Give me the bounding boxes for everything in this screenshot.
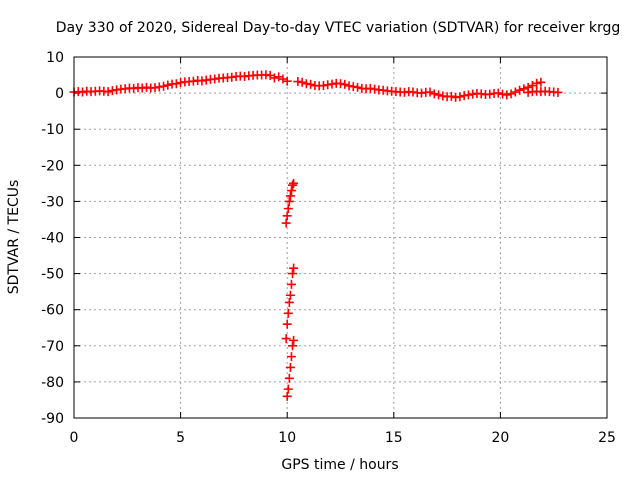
x-tick-label: 10: [278, 430, 296, 446]
grid-layer: [74, 57, 607, 418]
data-point: [281, 334, 291, 344]
data-point: [283, 384, 293, 394]
y-tick-label: -70: [41, 339, 64, 355]
y-tick-label: -40: [41, 231, 64, 247]
data-point: [353, 82, 363, 92]
y-tick-label: -10: [41, 122, 64, 138]
data-point: [171, 79, 181, 89]
data-point: [285, 290, 295, 300]
data-point: [282, 211, 292, 221]
x-tick-label: 15: [385, 430, 403, 446]
data-point: [284, 297, 294, 307]
y-tick-label: -50: [41, 267, 64, 283]
data-point: [506, 89, 516, 99]
data-point: [288, 180, 298, 190]
data-point: [163, 80, 173, 90]
data-point: [532, 78, 542, 88]
data-point: [425, 87, 435, 97]
data-point: [281, 218, 291, 228]
data-point: [282, 391, 292, 401]
data-point: [289, 263, 299, 273]
data-point: [103, 87, 113, 97]
data-point: [288, 341, 298, 351]
chart-title: Day 330 of 2020, Sidereal Day-to-day VTE…: [56, 20, 621, 36]
y-axis-label: SDTVAR / TECUs: [6, 180, 22, 295]
data-point: [286, 352, 296, 362]
data-point: [283, 308, 293, 318]
x-tick-label: 0: [70, 430, 79, 446]
data-point: [285, 191, 295, 201]
data-point: [284, 373, 294, 383]
data-point: [306, 79, 316, 89]
tick-layer: 0 5 10 15 20 25 10 0 -10 -20 -30 -40 -50 -60 -70 -80 -90: [41, 50, 616, 446]
data-point: [429, 89, 439, 99]
data-point: [285, 362, 295, 372]
data-point: [553, 87, 563, 97]
data-point: [283, 204, 293, 214]
y-tick-label: -90: [41, 411, 64, 427]
data-point: [340, 79, 350, 89]
y-tick-label: -80: [41, 375, 64, 391]
data-point: [297, 77, 307, 87]
data-point: [269, 73, 279, 83]
data-point: [502, 90, 512, 100]
data-point: [289, 178, 299, 188]
data-point: [289, 335, 299, 345]
y-tick-label: 10: [46, 50, 64, 66]
data-point: [282, 319, 292, 329]
y-tick-label: -20: [41, 158, 64, 174]
data-points: [69, 70, 563, 401]
y-tick-label: -30: [41, 194, 64, 210]
data-point: [536, 77, 546, 87]
y-tick-label: 0: [55, 86, 64, 102]
data-point: [282, 76, 292, 86]
data-point: [284, 196, 294, 206]
data-point: [288, 269, 298, 279]
y-tick-label: -60: [41, 303, 64, 319]
data-point: [286, 186, 296, 196]
data-point: [515, 85, 525, 95]
x-tick-label: 5: [176, 430, 185, 446]
data-point: [286, 279, 296, 289]
x-tick-label: 25: [598, 430, 616, 446]
data-point: [159, 81, 169, 91]
data-point: [446, 91, 456, 101]
data-point: [278, 74, 288, 84]
x-axis-label: GPS time / hours: [281, 457, 398, 473]
data-point: [455, 92, 465, 102]
data-point: [510, 87, 520, 97]
data-point: [434, 90, 444, 100]
data-point: [493, 88, 503, 98]
plot-frame: [73, 56, 608, 419]
data-point: [274, 72, 284, 82]
x-tick-label: 20: [491, 430, 509, 446]
